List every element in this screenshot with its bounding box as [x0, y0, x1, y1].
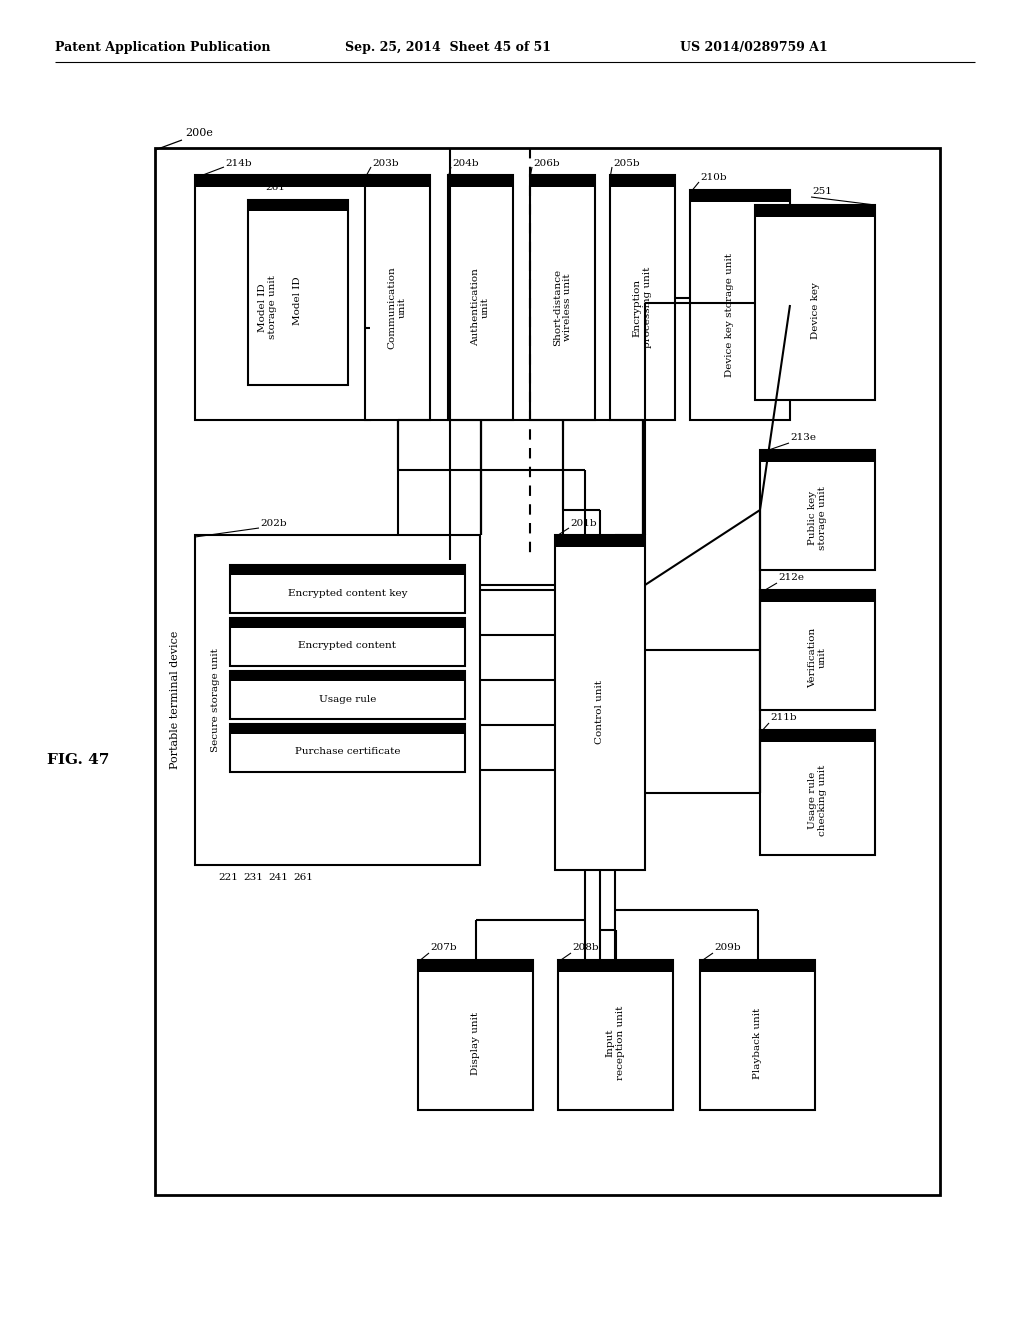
Bar: [760, 590, 874, 710]
Text: Model ID
storage unit: Model ID storage unit: [258, 276, 278, 339]
Text: 200e: 200e: [185, 128, 213, 139]
Text: Secure storage unit: Secure storage unit: [211, 648, 219, 752]
Text: 204b: 204b: [452, 158, 478, 168]
Bar: [230, 671, 465, 719]
Bar: [555, 535, 645, 546]
Bar: [760, 590, 874, 602]
Bar: [365, 176, 430, 187]
Text: Authentication
unit: Authentication unit: [471, 268, 490, 346]
Bar: [248, 201, 348, 211]
Text: 207b: 207b: [430, 944, 457, 953]
Text: Control unit: Control unit: [596, 681, 604, 744]
Text: Playback unit: Playback unit: [753, 1007, 762, 1078]
Text: 208b: 208b: [572, 944, 599, 953]
Text: Portable terminal device: Portable terminal device: [170, 631, 180, 770]
Bar: [760, 450, 874, 570]
Bar: [418, 960, 534, 1110]
Text: US 2014/0289759 A1: US 2014/0289759 A1: [680, 41, 827, 54]
Text: Encrypted content key: Encrypted content key: [288, 589, 408, 598]
Bar: [365, 176, 430, 420]
Bar: [690, 190, 790, 420]
Bar: [555, 535, 645, 870]
Text: Sep. 25, 2014  Sheet 45 of 51: Sep. 25, 2014 Sheet 45 of 51: [345, 41, 551, 54]
Text: Verification
unit: Verification unit: [808, 628, 827, 688]
Text: 211b: 211b: [770, 714, 797, 722]
Bar: [155, 148, 940, 1195]
Bar: [230, 723, 465, 734]
Text: Encrypted content: Encrypted content: [299, 642, 396, 651]
Bar: [610, 176, 675, 420]
Text: 231: 231: [243, 874, 263, 883]
Bar: [760, 730, 874, 742]
Bar: [700, 960, 815, 972]
Text: 201b: 201b: [570, 519, 597, 528]
Bar: [755, 205, 874, 216]
Text: FIG. 47: FIG. 47: [47, 752, 110, 767]
Bar: [558, 960, 673, 972]
Bar: [530, 176, 595, 187]
Text: 241: 241: [268, 874, 288, 883]
Bar: [230, 671, 465, 681]
Bar: [700, 960, 815, 1110]
Text: 202b: 202b: [260, 519, 287, 528]
Text: Usage rule
checking unit: Usage rule checking unit: [808, 764, 827, 836]
Bar: [760, 450, 874, 462]
Bar: [755, 205, 874, 400]
Text: 205b: 205b: [613, 158, 640, 168]
Bar: [195, 535, 480, 865]
Bar: [230, 618, 465, 667]
Bar: [418, 960, 534, 972]
Text: Communication
unit: Communication unit: [388, 267, 408, 348]
Text: Usage rule: Usage rule: [318, 694, 376, 704]
Text: 210b: 210b: [700, 173, 727, 182]
Bar: [195, 176, 370, 187]
Bar: [230, 723, 465, 772]
Text: 213e: 213e: [790, 433, 816, 442]
Bar: [760, 730, 874, 855]
Text: Device key storage unit: Device key storage unit: [725, 253, 734, 378]
Text: 214b: 214b: [225, 158, 252, 168]
Text: Input
reception unit: Input reception unit: [606, 1006, 626, 1080]
Text: 261: 261: [265, 183, 285, 193]
Text: Public key
storage unit: Public key storage unit: [808, 486, 827, 550]
Text: 221: 221: [218, 874, 238, 883]
Text: 206b: 206b: [534, 158, 560, 168]
Text: Model ID: Model ID: [294, 276, 302, 325]
Text: 251: 251: [812, 187, 831, 197]
Text: 209b: 209b: [714, 944, 740, 953]
Bar: [530, 176, 595, 420]
Text: Purchase certificate: Purchase certificate: [295, 747, 400, 756]
Text: Short-distance
wireless unit: Short-distance wireless unit: [553, 269, 572, 346]
Text: Patent Application Publication: Patent Application Publication: [55, 41, 270, 54]
Bar: [558, 960, 673, 1110]
Text: 212e: 212e: [778, 573, 804, 582]
Text: Display unit: Display unit: [471, 1011, 480, 1074]
Text: 203b: 203b: [372, 158, 398, 168]
Bar: [449, 176, 513, 187]
Bar: [230, 565, 465, 612]
Text: Device key: Device key: [811, 282, 819, 339]
Bar: [230, 618, 465, 628]
Bar: [449, 176, 513, 420]
Bar: [195, 176, 370, 420]
Text: 261: 261: [293, 874, 313, 883]
Bar: [690, 190, 790, 202]
Bar: [230, 565, 465, 576]
Bar: [248, 201, 348, 385]
Bar: [610, 176, 675, 187]
Text: Encryption
processing unit: Encryption processing unit: [633, 267, 652, 348]
